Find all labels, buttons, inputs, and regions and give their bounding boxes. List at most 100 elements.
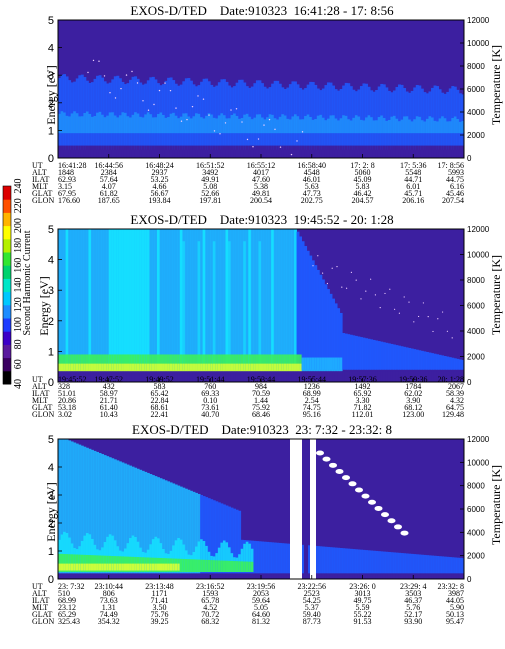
y-tick-label: 2 [48, 98, 54, 110]
y2-tick-label: 10000 [467, 458, 490, 467]
table-cell: 68.32 [201, 617, 219, 626]
table-cell: 19:53:44 [247, 375, 275, 384]
y2-tick-label: 6000 [467, 505, 485, 514]
table-cell: 45.09 [354, 175, 372, 184]
table-row-label: UT [32, 582, 43, 591]
table-cell: 22.41 [151, 410, 169, 419]
y-tick-label: 3 [48, 490, 54, 502]
y2-tick-label: 12000 [467, 16, 490, 25]
table-cell: 3.50 [153, 603, 167, 612]
table-cell: 5.63 [305, 182, 319, 191]
panel-3-axes: 0 1 2 3 4 5 0 2000 4000 6000 8000 10000 12000 [48, 434, 490, 586]
table-cell: 61.82 [100, 189, 118, 198]
table-cell: 68.99 [303, 389, 321, 398]
colorbar-swatch [3, 265, 11, 279]
table-cell: 39.25 [151, 617, 169, 626]
panel-1-ylabel: Energy [eV] [44, 65, 58, 124]
colorbar-tick-label: 40 [13, 379, 24, 389]
colorbar-tick-label: 80 [13, 339, 24, 349]
colorbar-swatch [3, 225, 11, 240]
colorbar: 40 60 80 100 120 140 160 180 200 220 240 Second Ha… [2, 179, 33, 389]
y-tick-label: 0 [48, 574, 54, 586]
table-cell: 95.16 [303, 410, 321, 419]
table-cell: 65.42 [151, 389, 169, 398]
table-cell: 23:10:44 [95, 582, 123, 591]
table-cell: 44.75 [446, 175, 464, 184]
table-cell: 19:57:36 [348, 375, 376, 384]
colorbar-swatch [3, 304, 11, 319]
y2-tick-label: 8000 [467, 62, 485, 71]
table-cell: 5993 [448, 168, 464, 177]
y2-tick-label: 8000 [467, 276, 485, 285]
table-cell: 5.83 [356, 182, 370, 191]
table-cell: 23:32: 8 [438, 582, 464, 591]
panel-3-orbit-table: UT 23: 7:32 23:10:44 23:13:48 23:16:52 23:19:… [32, 582, 464, 626]
table-cell: 3.15 [58, 182, 72, 191]
table-cell: 5060 [355, 168, 371, 177]
table-cell: 75.76 [151, 610, 169, 619]
table-cell: 19:49:52 [145, 375, 173, 384]
table-row-label: ILAT [32, 596, 49, 605]
table-cell: 46.42 [354, 189, 372, 198]
panel-2-heatmap [58, 229, 464, 382]
table-row-label: GLON [32, 410, 54, 419]
table-cell: 129.48 [442, 410, 464, 419]
table-cell: 56.67 [151, 189, 169, 198]
colorbar-label: Second Harmonic Current [22, 230, 33, 335]
table-cell: 23.12 [58, 603, 76, 612]
table-cell: 50.13 [446, 610, 464, 619]
table-cell: 4.32 [450, 396, 464, 405]
table-cell: 4.66 [153, 182, 167, 191]
table-cell: 65.29 [58, 610, 76, 619]
table-cell: 74.75 [303, 403, 321, 412]
table-cell: 74.49 [100, 610, 118, 619]
table-cell: 3.90 [406, 396, 420, 405]
table-row-label: ILAT [32, 175, 49, 184]
table-cell: 16:51:52 [196, 161, 224, 170]
table-cell: 176.60 [58, 196, 80, 205]
table-cell: 19:59:36 [399, 375, 427, 384]
y-tick-label: 4 [48, 462, 54, 474]
table-cell: 20.86 [58, 396, 76, 405]
table-cell: 207.54 [442, 196, 464, 205]
table-cell: 49.91 [201, 175, 219, 184]
table-cell: 2.54 [305, 396, 319, 405]
table-cell: 44.71 [404, 175, 422, 184]
table-cell: 1784 [405, 382, 421, 391]
panel-1-axes: 0 1 2 3 4 5 0 2000 4000 6000 8000 10000 12000 [48, 15, 490, 165]
table-cell: 187.65 [98, 196, 120, 205]
colorbar-swatch [3, 331, 11, 345]
y-tick-label: 1 [48, 546, 54, 558]
y2-tick-label: 2000 [467, 552, 485, 561]
colorbar-swatch [3, 212, 11, 227]
panel-3-ylabel: Energy [eV] [44, 482, 58, 541]
colorbar-swatch [3, 370, 11, 385]
table-cell: 62.02 [404, 389, 422, 398]
colorbar-swatch [3, 344, 11, 359]
y-tick-label: 5 [48, 434, 54, 446]
table-cell: 16:58:40 [298, 161, 326, 170]
y-tick-label: 1 [48, 125, 54, 137]
table-cell: 3987 [448, 589, 464, 598]
table-cell: 3.30 [356, 396, 370, 405]
table-cell: 6.16 [450, 182, 464, 191]
table-cell: 806 [103, 589, 115, 598]
table-cell: 6.01 [406, 182, 420, 191]
table-cell: 52.17 [404, 610, 422, 619]
table-cell: 44.05 [446, 596, 464, 605]
table-cell: 1492 [355, 382, 371, 391]
colorbar-swatch [3, 291, 11, 306]
table-cell: 1848 [58, 168, 74, 177]
table-cell: 4.52 [203, 603, 217, 612]
colorbar-swatch [3, 278, 11, 293]
table-cell: 3013 [355, 589, 371, 598]
table-cell: 65.78 [201, 596, 219, 605]
y-tick-label: 1 [48, 346, 54, 358]
table-row-label: ALT [32, 589, 47, 598]
table-cell: 47.60 [252, 175, 270, 184]
table-cell: 49.81 [252, 189, 270, 198]
y2-tick-label: 12000 [467, 435, 490, 444]
colorbar-swatch [3, 238, 11, 253]
table-cell: 45.71 [404, 189, 422, 198]
table-cell: 19:51:44 [196, 375, 224, 384]
